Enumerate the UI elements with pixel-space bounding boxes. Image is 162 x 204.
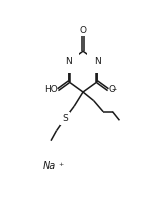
Text: Na: Na bbox=[43, 161, 56, 171]
Text: S: S bbox=[62, 114, 68, 123]
Text: −: − bbox=[111, 86, 116, 91]
Text: O: O bbox=[80, 26, 87, 35]
Text: O: O bbox=[109, 85, 116, 94]
Text: N: N bbox=[65, 57, 72, 66]
Text: +: + bbox=[58, 162, 64, 167]
Text: HO: HO bbox=[44, 85, 57, 94]
Text: N: N bbox=[94, 57, 101, 66]
